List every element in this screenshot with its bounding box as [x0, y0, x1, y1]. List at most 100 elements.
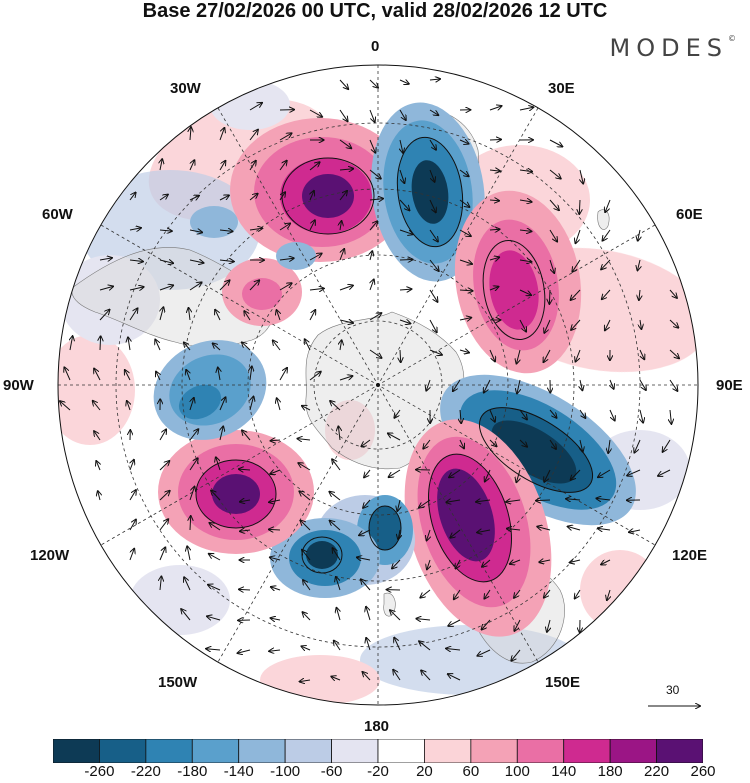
- wind-arrow: [96, 461, 100, 471]
- wind-arrow: [159, 430, 166, 441]
- wind-arrow: [427, 529, 430, 540]
- legend-swatch: [516, 739, 565, 763]
- wind-arrow: [129, 549, 134, 561]
- wind-arrow: [400, 139, 403, 153]
- wind-arrow: [596, 498, 611, 500]
- wind-arrow: [249, 228, 262, 230]
- wind-arrow: [125, 370, 131, 381]
- wind-arrow: [129, 308, 138, 321]
- wind-arrow: [366, 607, 371, 621]
- wind-arrow: [605, 199, 611, 212]
- wind-arrow: [489, 170, 500, 171]
- wind-arrow: [489, 200, 499, 201]
- wind-arrow: [549, 199, 559, 210]
- legend-swatch: [238, 739, 286, 763]
- wind-arrow: [369, 221, 377, 231]
- wind-arrow: [309, 162, 320, 171]
- wind-arrow: [159, 230, 172, 231]
- wind-arrow: [364, 469, 371, 477]
- wind-arrow: [485, 469, 491, 482]
- wind-arrow: [429, 199, 436, 212]
- wind-arrow: [309, 254, 322, 261]
- wind-arrow: [519, 319, 526, 332]
- wind-arrow: [94, 369, 101, 381]
- wind-arrow: [249, 130, 258, 141]
- wind-arrow: [216, 457, 221, 471]
- wind-arrow: [519, 170, 532, 172]
- wind-arrow: [215, 310, 221, 321]
- wind-arrow: [340, 221, 342, 231]
- wind-arrow: [363, 499, 371, 508]
- wind-arrow: [602, 289, 611, 299]
- lon-label-150e: 150E: [545, 674, 581, 691]
- legend-tick-label: 60: [462, 763, 480, 780]
- wind-arrow: [159, 519, 168, 531]
- wind-arrow: [359, 529, 371, 535]
- wind-arrow: [249, 161, 256, 171]
- wind-arrow: [399, 320, 410, 324]
- wind-arrow: [337, 608, 341, 621]
- wind-arrow: [129, 228, 141, 230]
- wind-arrow: [270, 557, 281, 560]
- wind-arrow: [305, 339, 311, 351]
- wind-arrow: [189, 160, 194, 171]
- wind-arrow: [60, 401, 71, 411]
- legend-tick-label: -60: [320, 763, 343, 780]
- wind-arrow: [279, 224, 290, 231]
- wind-arrow: [279, 133, 292, 141]
- wind-arrow: [399, 169, 404, 183]
- wind-arrow: [219, 161, 225, 171]
- legend-tick-label: -260: [84, 763, 115, 780]
- wind-arrow: [570, 560, 581, 563]
- wind-arrow: [450, 529, 461, 538]
- wind-arrow: [98, 491, 100, 501]
- wind-arrow: [638, 259, 641, 270]
- wind-arrow: [576, 229, 581, 243]
- lon-label-30e: 30E: [548, 80, 575, 97]
- wind-arrow: [640, 319, 641, 329]
- wind-arrow: [429, 109, 438, 115]
- wind-arrow: [366, 638, 370, 651]
- wind-arrow: [249, 194, 258, 201]
- wind-arrow: [393, 670, 401, 681]
- wind-arrow: [610, 379, 614, 389]
- wind-arrow: [429, 319, 437, 332]
- wind-arrow: [279, 161, 287, 171]
- wind-arrow: [453, 379, 461, 391]
- wind-arrow: [155, 340, 161, 351]
- wind-arrow: [332, 459, 341, 471]
- wind-arrow: [669, 289, 677, 298]
- wind-arrow: [416, 619, 431, 620]
- reference-vector-label: 30: [666, 683, 680, 697]
- wind-arrow: [459, 318, 471, 320]
- wind-arrow: [219, 280, 230, 291]
- positive-cell-southatlantic: [230, 118, 410, 262]
- wind-arrow: [456, 559, 461, 569]
- wind-arrow: [489, 409, 495, 422]
- wind-arrow: [244, 311, 251, 321]
- wind-arrow: [579, 409, 585, 418]
- wind-arrow: [127, 401, 130, 411]
- wind-arrow: [339, 320, 353, 323]
- wind-arrow: [549, 169, 561, 179]
- wind-arrow: [399, 229, 413, 234]
- wind-arrow: [279, 258, 294, 260]
- wind-arrow: [207, 616, 221, 620]
- wind-arrow: [129, 260, 143, 262]
- wind-arrow: [640, 409, 643, 423]
- wind-arrow: [459, 169, 469, 176]
- wind-arrow: [544, 349, 551, 362]
- wind-arrow: [331, 677, 341, 681]
- wind-arrow: [605, 319, 611, 330]
- south-america-landmass: [71, 247, 274, 347]
- wind-arrow: [399, 260, 413, 261]
- wind-arrow: [269, 500, 281, 502]
- wind-arrow: [206, 649, 221, 650]
- polar-stereographic-map: [57, 64, 750, 735]
- legend-swatch: [609, 739, 657, 763]
- legend-tick-label: -100: [270, 763, 301, 780]
- wind-arrow: [580, 439, 583, 452]
- wind-arrow: [482, 619, 491, 630]
- wind-arrow: [482, 559, 491, 567]
- wind-arrow: [309, 220, 315, 231]
